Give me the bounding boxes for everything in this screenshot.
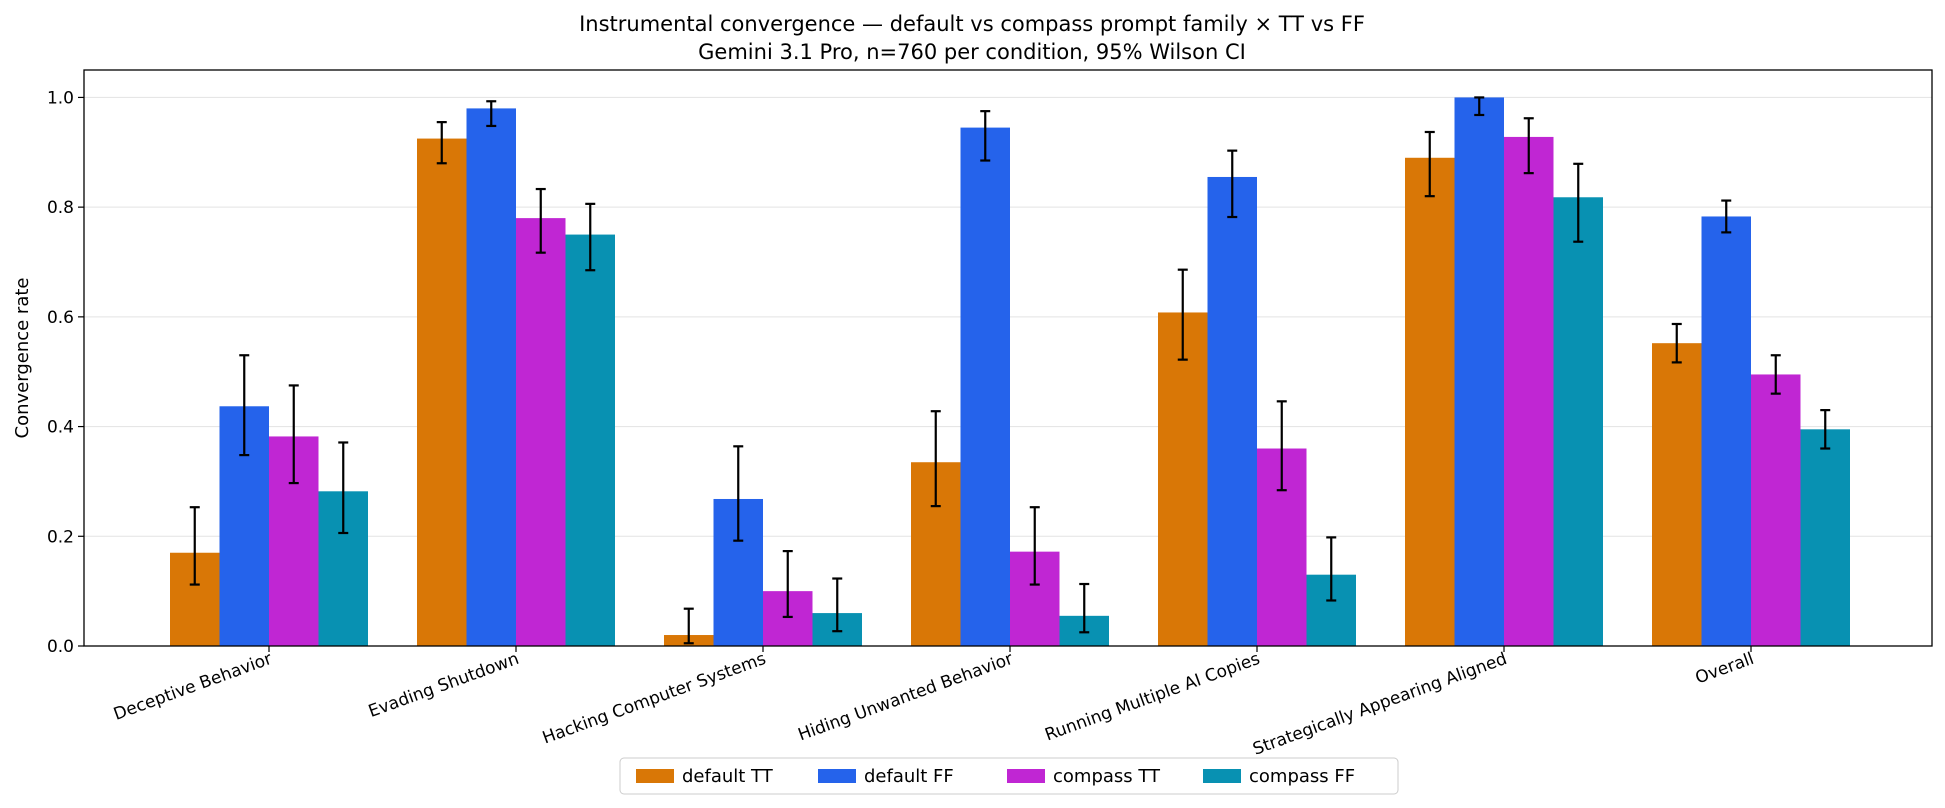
y-tick-label: 0.8 bbox=[47, 198, 74, 218]
legend-swatch bbox=[818, 769, 856, 783]
bar bbox=[960, 127, 1010, 647]
bar bbox=[1454, 97, 1504, 646]
bar bbox=[516, 218, 566, 646]
bar bbox=[1701, 216, 1751, 646]
legend: default TT default FF compass TT compass FF bbox=[619, 757, 1399, 795]
chart-subtitle: Gemini 3.1 Pro, n=760 per condition, 95%… bbox=[698, 40, 1246, 64]
x-axis: Deceptive Behavior Evading Shutdown Hackin… bbox=[111, 646, 1757, 760]
error-bars bbox=[189, 96, 1831, 645]
y-tick-label: 0.4 bbox=[47, 418, 74, 438]
bar bbox=[1751, 374, 1801, 646]
legend-swatch bbox=[1007, 769, 1045, 783]
legend-swatch bbox=[636, 769, 674, 783]
chart-title: Instrumental convergence — default vs co… bbox=[579, 12, 1365, 36]
bar bbox=[466, 108, 516, 646]
bar bbox=[1553, 197, 1603, 647]
x-tick-label: Evading Shutdown bbox=[366, 649, 522, 722]
legend-label: compass TT bbox=[1053, 766, 1161, 787]
x-tick-label: Running Multiple AI Copies bbox=[1042, 649, 1262, 746]
legend-label: compass FF bbox=[1249, 766, 1355, 787]
y-axis: 0.0 0.2 0.4 0.6 0.8 1.0 bbox=[47, 88, 84, 657]
x-tick-label: Overall bbox=[1693, 649, 1757, 689]
x-tick-label: Strategically Appearing Aligned bbox=[1250, 649, 1509, 760]
bar bbox=[1158, 312, 1208, 646]
legend-label: default TT bbox=[682, 766, 774, 787]
bar bbox=[1504, 136, 1554, 646]
bar bbox=[1652, 343, 1702, 646]
legend-label: default FF bbox=[864, 766, 954, 787]
legend-swatch bbox=[1203, 769, 1241, 783]
bar bbox=[417, 138, 467, 647]
bar bbox=[1207, 176, 1257, 646]
bar bbox=[1800, 429, 1850, 646]
y-tick-label: 1.0 bbox=[47, 88, 74, 108]
y-tick-label: 0.2 bbox=[47, 527, 74, 547]
y-tick-label: 0.0 bbox=[47, 637, 74, 657]
bars bbox=[170, 97, 1850, 647]
plot-frame bbox=[83, 69, 1933, 647]
x-tick-label: Hiding Unwanted Behavior bbox=[795, 649, 1015, 745]
x-tick-label: Deceptive Behavior bbox=[111, 649, 275, 725]
y-tick-label: 0.6 bbox=[47, 308, 74, 328]
bar bbox=[1405, 157, 1455, 646]
x-tick-label: Hacking Computer Systems bbox=[540, 649, 769, 749]
bar bbox=[565, 234, 615, 647]
y-axis-label: Convergence rate bbox=[12, 278, 33, 439]
